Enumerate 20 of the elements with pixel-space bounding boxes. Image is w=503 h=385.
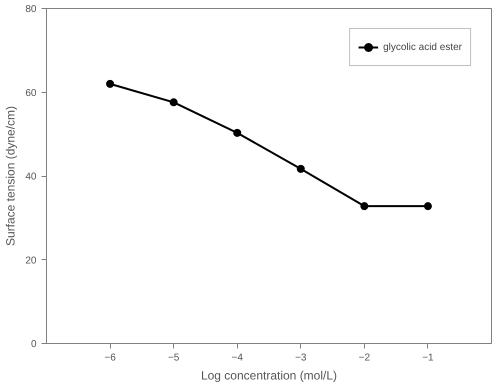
x-tick-label: −6 (104, 352, 116, 364)
point (233, 128, 242, 137)
y-tick-label: 60 (25, 88, 37, 99)
x-axis-title: Log concentration (mol/L) (200, 368, 338, 382)
x-tick-label: −5 (168, 352, 180, 364)
x-tick-label: −4 (232, 352, 244, 364)
y-tick-label: 20 (25, 255, 37, 266)
point (360, 202, 368, 210)
point (170, 98, 178, 106)
y-tick-label: 40 (25, 172, 37, 182)
point (106, 80, 114, 88)
x-tick-label: −1 (422, 352, 434, 364)
point (424, 202, 432, 210)
y-tick-label: 80 (25, 4, 37, 15)
legend-label: glycolic acid ester (383, 42, 462, 52)
x-tick-label: −3 (295, 352, 307, 364)
point (296, 164, 305, 173)
y-tick-label: 0 (30, 339, 37, 350)
x-tick-label: −2 (358, 352, 370, 364)
y-axis-title: Surface tension (dyne/cm) (3, 106, 18, 246)
